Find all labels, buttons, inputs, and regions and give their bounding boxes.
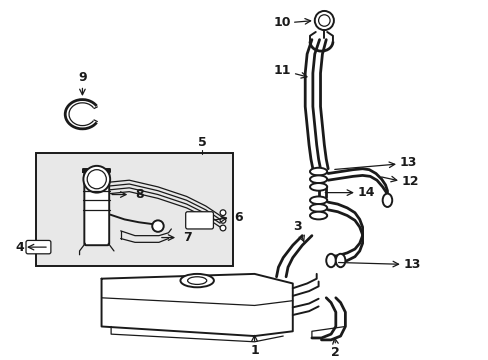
Bar [37, 153, 232, 266]
Text: 1: 1 [250, 344, 258, 357]
Ellipse shape [335, 254, 345, 267]
Ellipse shape [309, 175, 326, 183]
Circle shape [220, 217, 225, 223]
Text: 2: 2 [331, 346, 340, 359]
Text: 11: 11 [273, 64, 290, 77]
FancyBboxPatch shape [84, 170, 109, 245]
Ellipse shape [309, 183, 326, 191]
Circle shape [87, 170, 106, 189]
Text: 12: 12 [401, 175, 418, 188]
Ellipse shape [180, 274, 213, 287]
FancyBboxPatch shape [26, 240, 51, 254]
Ellipse shape [309, 197, 326, 204]
Text: 13: 13 [403, 258, 420, 271]
FancyBboxPatch shape [185, 212, 213, 229]
Text: 14: 14 [357, 186, 374, 199]
Circle shape [152, 220, 163, 232]
Circle shape [314, 11, 333, 30]
Text: 9: 9 [78, 71, 86, 84]
Circle shape [220, 225, 225, 231]
Text: 4: 4 [16, 240, 24, 254]
Ellipse shape [382, 194, 391, 207]
Text: 7: 7 [183, 231, 192, 244]
Ellipse shape [187, 277, 206, 284]
Circle shape [220, 210, 225, 216]
Circle shape [318, 15, 329, 26]
Ellipse shape [309, 204, 326, 212]
Ellipse shape [309, 168, 326, 175]
Text: 10: 10 [273, 16, 290, 29]
Ellipse shape [309, 212, 326, 219]
Text: 3: 3 [293, 220, 301, 233]
Text: 5: 5 [197, 136, 206, 149]
Text: 13: 13 [399, 156, 416, 168]
Circle shape [83, 166, 110, 193]
Text: 8: 8 [135, 188, 144, 201]
Text: 6: 6 [233, 211, 242, 224]
Ellipse shape [325, 254, 335, 267]
